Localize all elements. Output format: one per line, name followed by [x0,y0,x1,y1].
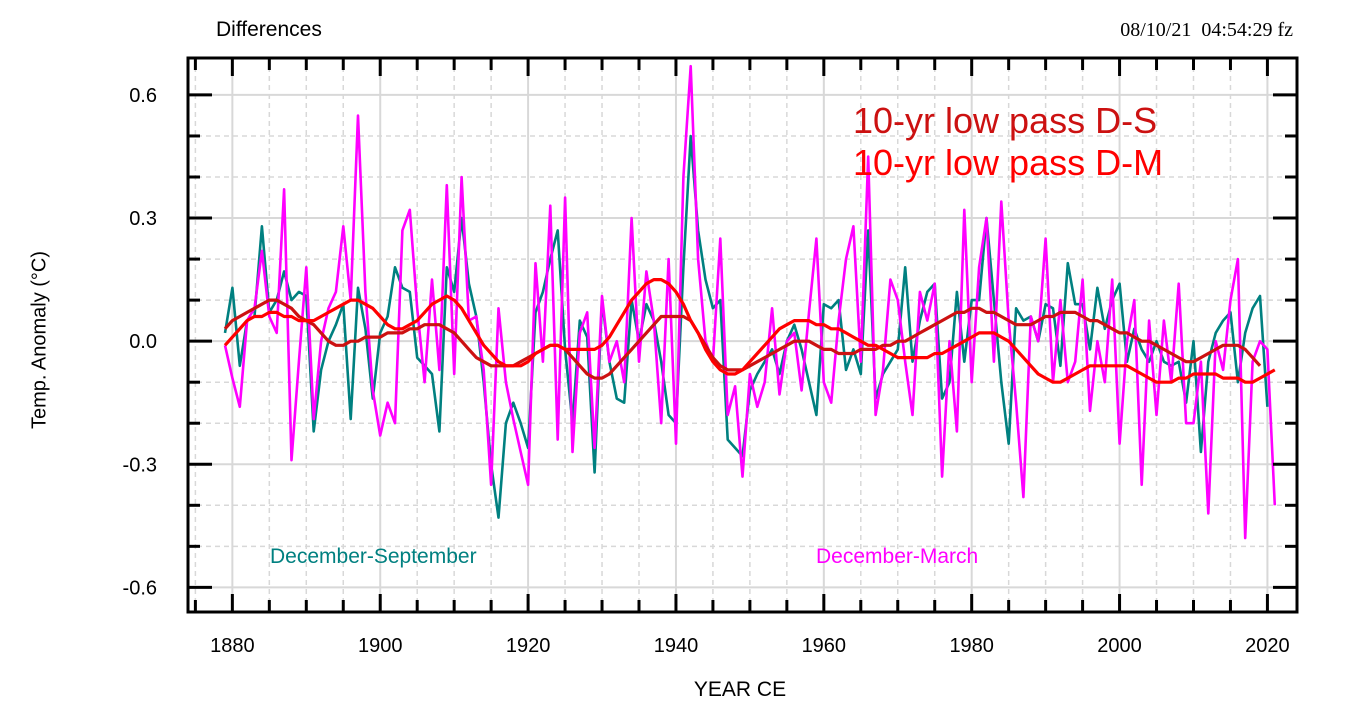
annotation-december-march: December-March [816,545,979,568]
y-tick-label: -0.6 [123,577,157,599]
tick-labels: 1880 1900 1920 1940 1960 1980 2000 2020 0.6 0.3 0.… [123,85,1290,657]
x-tick-label: 1960 [802,635,847,657]
plot-frame [186,56,1299,614]
legend-entry-ds: 10-yr low pass D-S [853,100,1158,141]
series-line-december-march [223,64,1277,540]
x-tick-label: 1900 [358,635,403,657]
y-tick-label: 0.0 [129,331,157,353]
y-tick-label: 0.3 [129,208,157,230]
y-tick-label: -0.3 [123,454,157,476]
y-axis-label: Temp. Anomaly (°C) [28,250,51,430]
legend-entry-dm: 10-yr low pass D-M [853,142,1164,183]
chart-title: Differences [216,18,322,41]
x-tick-label: 1940 [654,635,699,657]
x-axis-label: YEAR CE [693,678,787,701]
axes [186,56,1299,614]
x-tick-label: 1880 [210,635,255,657]
y-tick-label: 0.6 [129,85,157,107]
timestamp: 08/10/21 04:54:29 fz [1120,19,1293,41]
x-tick-label: 2000 [1097,635,1142,657]
x-tick-label: 2020 [1245,635,1290,657]
grid [188,58,1297,612]
series-layer [223,64,1277,540]
annotation-december-september: December-September [270,545,477,568]
x-tick-label: 1980 [949,635,994,657]
x-tick-label: 1920 [506,635,551,657]
series-line-10-yr-low-pass-d-m [223,278,1276,384]
